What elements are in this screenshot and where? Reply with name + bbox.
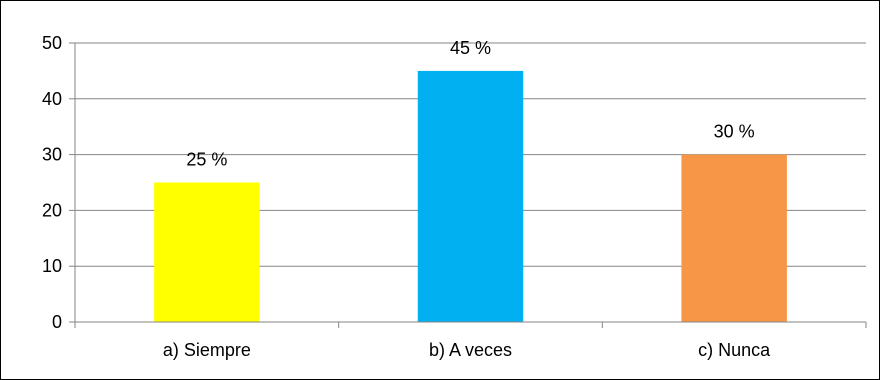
labels: 0 10 20 30 40 50 25 % a) Siempre 45 % b) A veces 3… (42, 33, 771, 360)
y-tick-label: 50 (42, 33, 62, 53)
axes (69, 42, 867, 328)
y-tick-label: 30 (42, 145, 62, 165)
x-category-label: c) Nunca (698, 340, 771, 360)
data-label: 25 % (186, 150, 227, 170)
x-category-label: b) A veces (429, 340, 512, 360)
bar (154, 182, 260, 322)
data-label: 45 % (450, 38, 491, 58)
y-tick-label: 20 (42, 200, 62, 220)
data-label: 30 % (714, 122, 755, 142)
bar (681, 154, 787, 322)
y-tick-label: 10 (42, 256, 62, 276)
bars (154, 70, 787, 323)
y-tick-label: 40 (42, 89, 62, 109)
x-category-label: a) Siempre (163, 340, 251, 360)
y-tick-label: 0 (52, 312, 62, 332)
bar (417, 70, 524, 323)
